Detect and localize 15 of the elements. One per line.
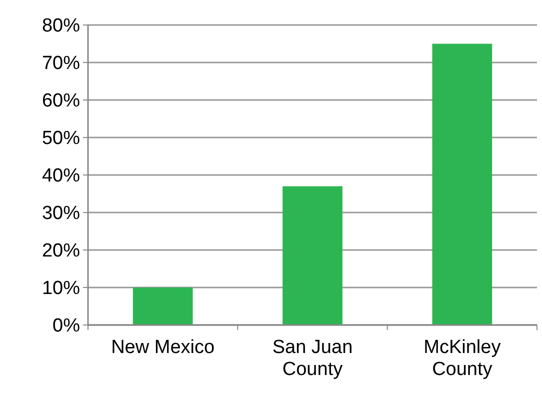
- x-tick-label: McKinley County: [424, 337, 502, 380]
- y-tick-label: 50%: [42, 128, 80, 150]
- y-tick-label: 80%: [42, 16, 80, 37]
- y-tick-label: 30%: [42, 203, 80, 224]
- bar: [432, 44, 492, 325]
- y-tick-label: 60%: [42, 90, 80, 112]
- x-tick-label: San Juan County: [272, 337, 353, 380]
- x-tick-label: New Mexico: [111, 337, 215, 358]
- y-tick-label: 40%: [42, 166, 80, 187]
- y-tick-label: 0%: [52, 316, 80, 337]
- bar: [132, 288, 193, 325]
- bar: [282, 186, 342, 325]
- y-tick-label: 20%: [42, 240, 80, 262]
- y-tick-label: 10%: [42, 278, 80, 300]
- y-tick-label: 70%: [42, 53, 80, 74]
